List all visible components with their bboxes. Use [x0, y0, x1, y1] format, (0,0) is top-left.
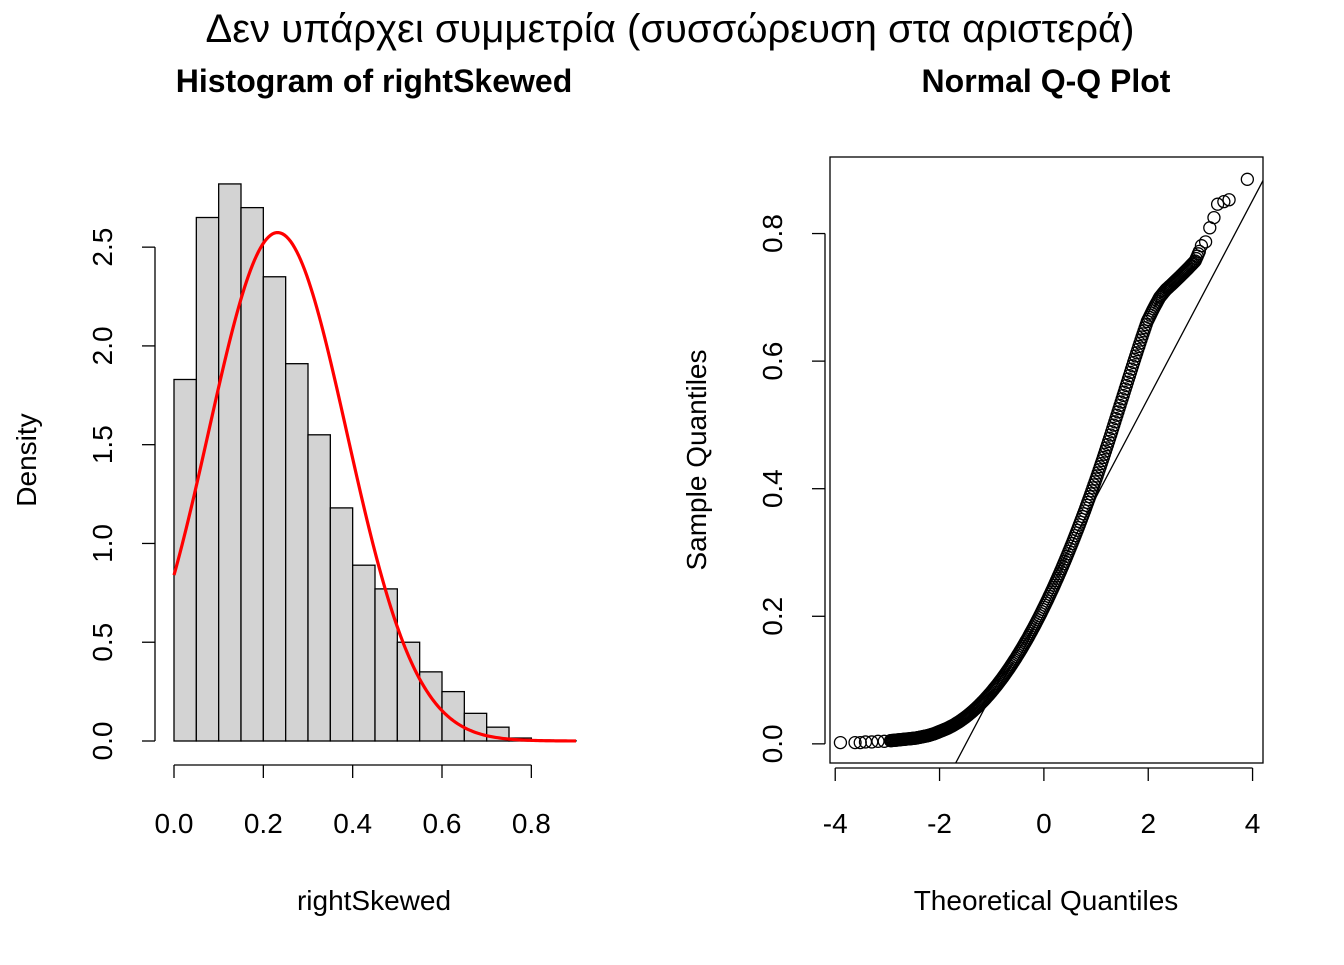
qq-y-tick-label: 0.4: [757, 469, 788, 508]
histogram-bar: [219, 184, 241, 741]
histogram-y-tick-label: 2.0: [87, 326, 118, 365]
histogram-bar: [442, 692, 464, 741]
qq-point: [834, 737, 846, 749]
qq-plot-area: [830, 173, 1263, 960]
histogram-x-tick-label: 0.4: [333, 808, 372, 839]
qq-y-tick-label: 0.8: [757, 214, 788, 253]
histogram-bar: [263, 277, 285, 741]
histogram-x-tick-label: 0.2: [244, 808, 283, 839]
histogram-panel: Histogram of rightSkewed rightSkewed Den…: [11, 63, 576, 916]
histogram-x-axis: 0.0 0.2 0.4 0.6 0.8: [155, 765, 551, 839]
histogram-x-axis-label: rightSkewed: [297, 885, 451, 916]
histogram-y-axis-label: Density: [11, 413, 42, 506]
histogram-bar: [196, 218, 218, 741]
histogram-y-tick-label: 1.0: [87, 524, 118, 563]
histogram-bar: [375, 589, 397, 741]
histogram-y-tick-label: 0.5: [87, 623, 118, 662]
qq-y-axis: 0.0 0.2 0.4 0.6 0.8: [757, 214, 825, 763]
qq-y-tick-label: 0.0: [757, 724, 788, 763]
histogram-x-tick-label: 0.0: [155, 808, 194, 839]
qq-y-tick-label: 0.6: [757, 342, 788, 381]
qq-reference-line: [830, 181, 1263, 960]
qq-y-tick-label: 0.2: [757, 597, 788, 636]
histogram-bar: [353, 565, 375, 741]
figure-title: Δεν υπάρχει συμμετρία (συσσώρευση στα αρ…: [206, 7, 1135, 51]
qq-point: [1208, 212, 1220, 224]
histogram-bar: [286, 364, 308, 741]
qq-points: [834, 173, 1253, 748]
histogram-bar: [464, 713, 486, 741]
qq-point: [1241, 173, 1253, 185]
qq-plot-panel: Normal Q-Q Plot Theoretical Quantiles Sa…: [681, 63, 1263, 960]
histogram-bar: [330, 508, 352, 741]
histogram-bars: [174, 184, 576, 741]
qq-x-axis: -4 -2 0 2 4: [823, 768, 1261, 839]
qq-x-tick-label: 4: [1245, 808, 1261, 839]
qq-plot-title: Normal Q-Q Plot: [922, 63, 1171, 99]
qq-x-tick-label: -4: [823, 808, 848, 839]
qq-x-axis-label: Theoretical Quantiles: [914, 885, 1179, 916]
histogram-y-tick-label: 0.0: [87, 722, 118, 761]
histogram-y-axis: 0.0 0.5 1.0 1.5 2.0 2.5: [87, 228, 155, 761]
qq-x-tick-label: 2: [1140, 808, 1156, 839]
histogram-y-tick-label: 2.5: [87, 228, 118, 267]
qq-x-tick-label: 0: [1036, 808, 1052, 839]
qq-x-tick-label: -2: [927, 808, 952, 839]
histogram-title: Histogram of rightSkewed: [176, 63, 573, 99]
qq-y-axis-label: Sample Quantiles: [681, 349, 712, 570]
histogram-bar: [308, 435, 330, 741]
histogram-x-tick-label: 0.6: [423, 808, 462, 839]
histogram-y-tick-label: 1.5: [87, 425, 118, 464]
histogram-x-tick-label: 0.8: [512, 808, 551, 839]
